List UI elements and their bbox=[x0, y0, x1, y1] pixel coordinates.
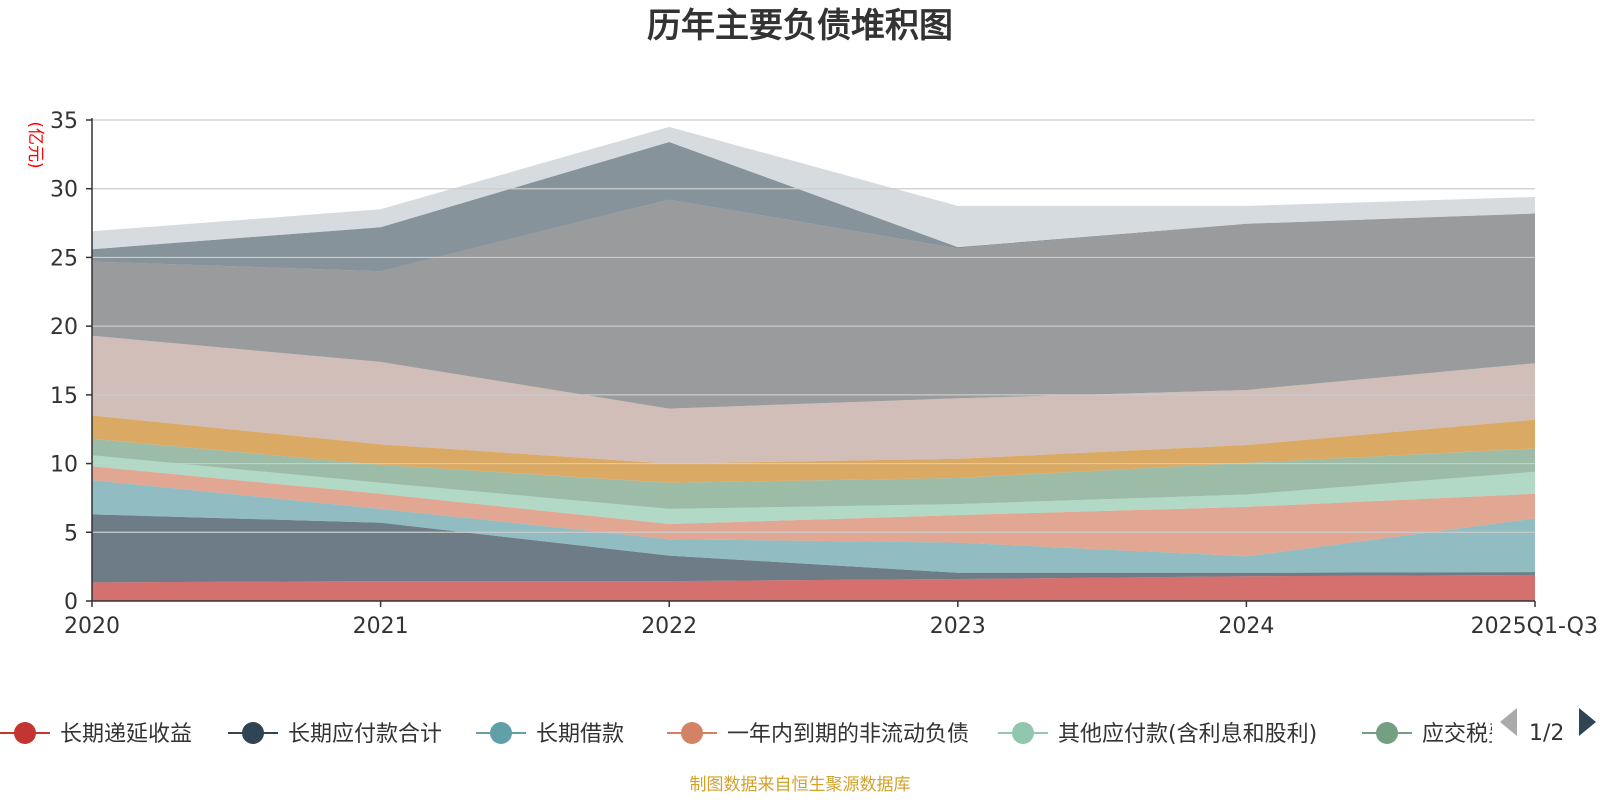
legend-label: 一年内到期的非流动负债 bbox=[727, 722, 969, 747]
y-tick-label: 10 bbox=[50, 453, 78, 478]
legend-next-page-icon[interactable] bbox=[1579, 708, 1596, 736]
legend-prev-page-icon[interactable] bbox=[1500, 708, 1517, 736]
area-series-layer bbox=[92, 126, 1535, 601]
area-series-3 bbox=[92, 480, 1535, 573]
area-series-11 bbox=[92, 126, 1535, 250]
legend-label: 长期递延收益 bbox=[60, 722, 192, 747]
legend-marker-dot bbox=[681, 722, 703, 744]
axis-layer: 0 5 10 15 20 25 30 35 2020 2021 2022 2023 2024 2025Q1… bbox=[50, 109, 1598, 639]
x-tick-label: 2023 bbox=[930, 614, 986, 639]
legend-label: 长期借款 bbox=[536, 722, 624, 747]
legend-marker-dot bbox=[1376, 722, 1398, 744]
y-axis-label: (亿元) bbox=[25, 121, 45, 168]
legend-item[interactable]: 长期应付款合计 bbox=[228, 722, 442, 747]
legend[interactable]: 长期递延收益 长期应付款合计 长期借款 一年内到期的非流动负债 其他应付款(含利息和股利… bbox=[0, 708, 1596, 747]
legend-label: 应交税费 bbox=[1422, 722, 1510, 747]
x-tick-label: 2022 bbox=[641, 614, 697, 639]
area-series-5 bbox=[92, 455, 1535, 524]
legend-item[interactable]: 其他应付款(含利息和股利) bbox=[998, 722, 1317, 747]
area-series-6 bbox=[92, 438, 1535, 509]
y-tick-label: 35 bbox=[50, 109, 78, 134]
legend-marker-dot bbox=[490, 722, 512, 744]
y-tick-label: 15 bbox=[50, 384, 78, 409]
grid-layer bbox=[92, 119, 1535, 533]
y-tick-label: 20 bbox=[50, 315, 78, 340]
area-series-10 bbox=[92, 142, 1535, 272]
area-series-2 bbox=[92, 514, 1535, 583]
legend-item[interactable]: 应交税费 bbox=[1362, 722, 1510, 747]
legend-item[interactable]: 长期借款 bbox=[476, 722, 624, 747]
legend-label: 其他应付款(含利息和股利) bbox=[1058, 722, 1317, 747]
x-tick-label: 2021 bbox=[353, 614, 409, 639]
legend-marker-dot bbox=[14, 722, 36, 744]
legend-marker-dot bbox=[1012, 722, 1034, 744]
legend-item[interactable]: 长期递延收益 bbox=[0, 722, 192, 747]
area-series-7 bbox=[92, 415, 1535, 483]
legend-items: 长期递延收益 长期应付款合计 长期借款 一年内到期的非流动负债 其他应付款(含利息和股利… bbox=[0, 722, 1510, 747]
chart-title: 历年主要负债堆积图 bbox=[647, 6, 953, 46]
x-tick-label: 2020 bbox=[64, 614, 120, 639]
area-series-1 bbox=[92, 574, 1535, 601]
x-tick-label: 2024 bbox=[1218, 614, 1274, 639]
x-tick-label: 2025Q1-Q3 bbox=[1471, 614, 1598, 639]
area-series-9 bbox=[92, 199, 1535, 409]
y-tick-label: 25 bbox=[50, 246, 78, 271]
legend-page-indicator: 1/2 bbox=[1529, 721, 1564, 746]
legend-marker-dot bbox=[242, 722, 264, 744]
area-series-8 bbox=[92, 335, 1535, 464]
y-tick-label: 30 bbox=[50, 178, 78, 203]
y-tick-label: 5 bbox=[64, 521, 78, 546]
legend-item[interactable]: 一年内到期的非流动负债 bbox=[667, 722, 969, 747]
data-source-note: 制图数据来自恒生聚源数据库 bbox=[690, 775, 911, 795]
y-tick-label: 0 bbox=[64, 590, 78, 615]
legend-label: 长期应付款合计 bbox=[288, 722, 442, 747]
area-series-4 bbox=[92, 466, 1535, 557]
